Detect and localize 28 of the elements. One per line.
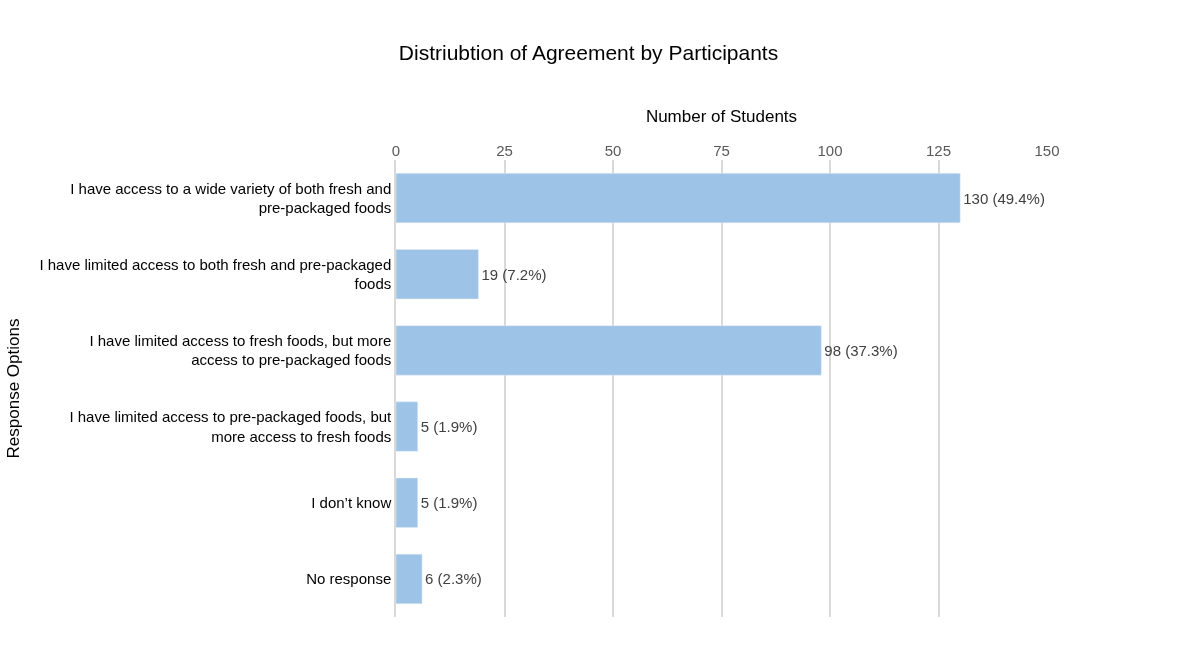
x-tick-label: 150 <box>1034 142 1060 159</box>
x-tick-label: 75 <box>713 142 730 159</box>
bar <box>396 553 423 604</box>
x-tick-label: 100 <box>817 142 843 159</box>
data-label: 6 (2.3%) <box>425 570 482 588</box>
data-label: 130 (49.4%) <box>963 189 1045 207</box>
bar <box>396 173 961 224</box>
y-tick-label: I have limited access to both fresh and pre-packaged foods <box>39 255 392 293</box>
x-tick-label: 0 <box>391 142 401 159</box>
x-tick-label: 50 <box>604 142 622 159</box>
y-tick-label: No response <box>306 570 392 588</box>
y-tick-label: I have limited access to pre-packaged foods, but more access to fresh foods <box>69 408 393 445</box>
y-tick-label: I have limited access to fresh foods, but more access to pre-packaged foods <box>89 331 392 369</box>
y-tick-label: I have access to a wide variety of both fresh and pre-packaged foods <box>70 179 392 217</box>
x-tick-label: 125 <box>925 142 952 159</box>
y-tick-label: I don’t know <box>311 494 392 511</box>
data-label: 5 (1.9%) <box>420 494 478 512</box>
bar <box>396 325 822 376</box>
data-label: 19 (7.2%) <box>481 265 547 283</box>
chart-title: Distriubtion of Agreement by Participants <box>398 40 779 64</box>
bar <box>396 401 418 452</box>
y-axis-title: Response Options <box>4 318 24 459</box>
x-tick-label: 25 <box>496 142 513 159</box>
data-label: 98 (37.3%) <box>824 341 898 359</box>
bar <box>396 249 479 300</box>
x-axis-title: Number of Students <box>645 106 798 126</box>
data-label: 5 (1.9%) <box>420 418 478 436</box>
bar <box>396 477 418 528</box>
